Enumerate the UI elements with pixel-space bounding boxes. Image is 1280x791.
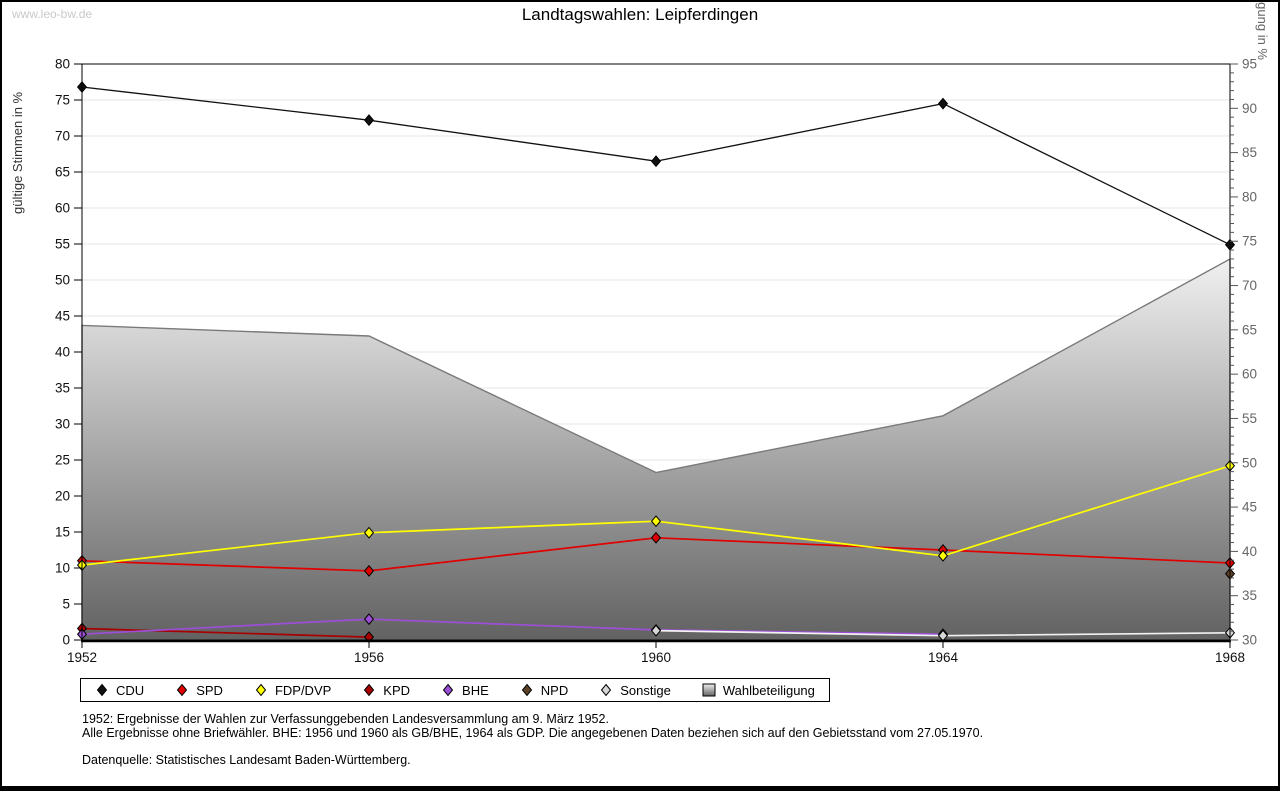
legend-label: NPD [540, 682, 569, 698]
legend-item-cdu: CDU [95, 683, 144, 698]
marker-spd [363, 564, 375, 577]
legend-label: KPD [383, 682, 411, 698]
left-axis-tick-label: 15 [55, 525, 70, 540]
right-axis-tick-label: 70 [1242, 278, 1257, 293]
right-axis-tick-label: 80 [1242, 189, 1257, 204]
series-line-bhe [81, 618, 944, 636]
marker-sonstige [650, 624, 662, 637]
marker-cdu [937, 97, 949, 110]
footnote-text: 1952: Ergebnisse der Wahlen zur Verfassu… [82, 712, 984, 740]
legend-label: CDU [116, 682, 145, 698]
legend-label: SPD [196, 682, 223, 698]
legend-marker-diamond [96, 683, 108, 697]
legend-item-spd: SPD [175, 683, 223, 698]
marker-cdu [650, 155, 662, 168]
legend-label: Wahlbeteiligung [722, 682, 815, 698]
right-axis-tick-label: 35 [1242, 588, 1257, 603]
left-axis-tick-label: 75 [55, 93, 70, 108]
series-line-kpd [81, 627, 370, 638]
right-axis-tick-label: 75 [1242, 234, 1257, 249]
legend-label: BHE [462, 682, 489, 698]
left-axis-tick-label: 80 [55, 57, 70, 72]
legend-marker-diamond [364, 683, 375, 697]
legend-item-bhe: BHE [441, 683, 489, 698]
legend-marker-diamond [521, 683, 532, 697]
right-axis-tick-label: 85 [1242, 145, 1257, 160]
marker-fdp-dvp [363, 526, 375, 539]
marker-bhe [363, 613, 375, 626]
legend-swatch-area [702, 683, 716, 697]
marker-spd [650, 531, 662, 544]
left-axis-tick-label: 20 [55, 489, 70, 504]
legend: CDU SPD FDP/DVP KPD BHE NPD Sonstige Wahlbeteil… [80, 678, 830, 702]
data-source: Datenquelle: Statistisches Landesamt Bad… [82, 753, 411, 767]
footnote-line-1: 1952: Ergebnisse der Wahlen zur Verfassu… [82, 712, 609, 726]
right-axis-tick-label: 60 [1242, 367, 1257, 382]
page-title: Landtagswahlen: Leipferdingen [521, 5, 759, 24]
legend-marker-diamond [255, 683, 267, 697]
right-axis-tick-label: 55 [1242, 411, 1257, 426]
legend-item-npd: NPD [520, 683, 568, 698]
legend-marker-diamond [442, 683, 454, 697]
legend-marker-diamond [177, 683, 188, 697]
right-axis-tick-label: 40 [1242, 544, 1257, 559]
marker-fdp-dvp [650, 515, 662, 528]
legend-item-kpd: KPD [362, 683, 410, 698]
right-axis-tick-label: 45 [1242, 500, 1257, 515]
x-axis-year-label: 1952 [67, 650, 97, 665]
legend-item-fdp-dvp: FDP/DVP [254, 683, 331, 698]
left-axis-tick-label: 10 [55, 561, 70, 576]
left-axis-title: gültige Stimmen in % [10, 91, 25, 214]
legend-label: FDP/DVP [274, 682, 332, 698]
left-axis-tick-label: 45 [55, 309, 70, 324]
left-axis-tick-label: 50 [55, 273, 70, 288]
legend-marker-diamond [601, 683, 612, 697]
left-axis-tick-label: 60 [55, 201, 70, 216]
left-axis-tick-label: 65 [55, 165, 70, 180]
legend-item-wahlbeteiligung: Wahlbeteiligung [702, 683, 815, 698]
x-axis-year-label: 1960 [641, 650, 671, 665]
left-axis-tick-label: 35 [55, 381, 70, 396]
right-axis-tick-label: 50 [1242, 455, 1257, 470]
left-axis-tick-label: 40 [55, 345, 70, 360]
x-axis-year-label: 1968 [1215, 650, 1245, 665]
chart-canvas: 0 5 10 15 20 25 30 35 40 45 50 55 60 65 70 75 80 30 35 40 45… [55, 57, 1257, 666]
right-axis-tick-label: 90 [1242, 101, 1257, 116]
footnote-line-2: Alle Ergebnisse ohne Briefwähler. BHE: 1… [82, 725, 984, 740]
x-axis-year-label: 1964 [928, 650, 959, 665]
right-axis-tick-label: 95 [1242, 57, 1257, 72]
left-axis-tick-label: 0 [62, 633, 70, 648]
left-axis-tick-label: 25 [55, 453, 70, 468]
right-axis-title: Wahlbeteiligung in % [1255, 2, 1270, 60]
right-axis-tick-label: 65 [1242, 322, 1257, 337]
left-axis-tick-label: 70 [55, 129, 70, 144]
left-axis-tick-label: 55 [55, 237, 70, 252]
marker-cdu [363, 114, 375, 127]
x-axis-year-label: 1956 [354, 650, 384, 665]
left-axis-tick-label: 5 [62, 597, 70, 612]
right-axis-tick-label: 30 [1242, 633, 1257, 648]
legend-label: Sonstige [620, 682, 671, 698]
left-axis-tick-label: 30 [55, 417, 70, 432]
watermark: www.leo-bw.de [12, 7, 93, 21]
marker-fdp-dvp [937, 549, 949, 562]
legend-item-sonstige: Sonstige [599, 683, 671, 698]
